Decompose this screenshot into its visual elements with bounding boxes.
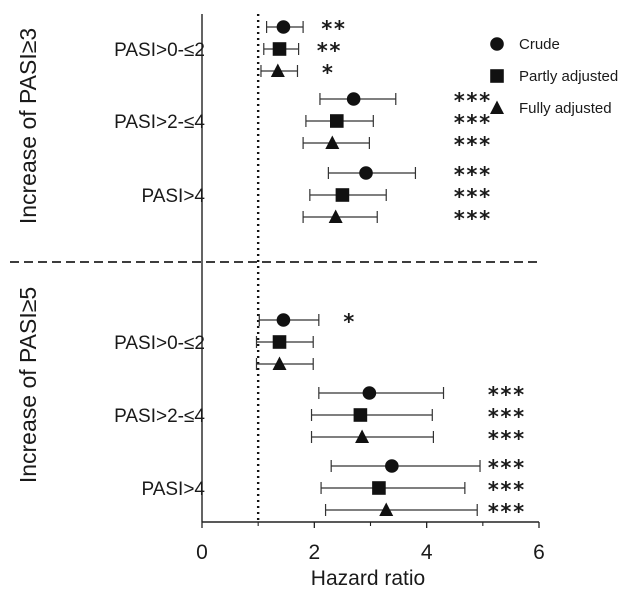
category-label: PASI>0-≤2 bbox=[114, 40, 205, 61]
significance-stars: *** bbox=[487, 456, 525, 480]
significance-stars: * bbox=[321, 61, 334, 85]
significance-stars: *** bbox=[453, 111, 491, 135]
plot-frame: 0 2 4 6 bbox=[10, 14, 545, 564]
point-estimate bbox=[335, 188, 350, 202]
x-tick-label: 6 bbox=[533, 541, 545, 564]
legend-marker bbox=[490, 37, 504, 51]
group-label: Increase of PASI≥5 bbox=[15, 287, 41, 483]
point-estimate bbox=[328, 209, 343, 223]
point-estimate bbox=[353, 408, 368, 422]
point-estimate bbox=[276, 20, 291, 34]
point-estimate bbox=[270, 63, 285, 77]
significance-stars: *** bbox=[487, 478, 525, 502]
point-estimate bbox=[272, 42, 287, 56]
point-estimate bbox=[276, 313, 291, 327]
significance-stars: ** bbox=[316, 39, 341, 63]
legend-label: Crude bbox=[519, 36, 560, 53]
point-estimate bbox=[346, 92, 361, 106]
point-estimate bbox=[330, 114, 344, 128]
point-estimate bbox=[379, 502, 394, 516]
legend-label: Fully adjusted bbox=[519, 100, 612, 117]
forest-marks: PASI>0-≤2*****PASI>2-≤4*********PASI>4**… bbox=[114, 17, 525, 524]
point-estimate bbox=[362, 386, 377, 400]
category-label: PASI>2-≤4 bbox=[114, 406, 205, 427]
point-estimate bbox=[355, 429, 370, 443]
legend-marker bbox=[490, 100, 504, 114]
significance-stars: *** bbox=[487, 500, 525, 524]
legend-label: Partly adjusted bbox=[519, 68, 618, 85]
point-estimate bbox=[372, 481, 386, 495]
significance-stars: ** bbox=[320, 17, 345, 41]
significance-stars: * bbox=[342, 310, 355, 334]
category-label: PASI>0-≤2 bbox=[114, 333, 205, 354]
point-estimate bbox=[325, 135, 340, 149]
point-estimate bbox=[272, 335, 287, 349]
x-tick-label: 2 bbox=[308, 541, 320, 564]
significance-stars: *** bbox=[453, 89, 491, 113]
significance-stars: *** bbox=[487, 427, 525, 451]
category-label: PASI>4 bbox=[141, 186, 205, 207]
category-label: PASI>2-≤4 bbox=[114, 112, 205, 133]
group-labels: Increase of PASI≥3 Increase of PASI≥5 bbox=[15, 28, 41, 483]
point-estimate bbox=[359, 166, 373, 180]
significance-stars: *** bbox=[453, 133, 491, 157]
significance-stars: *** bbox=[453, 163, 491, 187]
legend-marker bbox=[490, 69, 504, 83]
point-estimate bbox=[385, 459, 399, 473]
significance-stars: *** bbox=[487, 383, 525, 407]
x-tick-label: 0 bbox=[196, 541, 208, 564]
significance-stars: *** bbox=[453, 185, 491, 209]
significance-stars: *** bbox=[487, 405, 525, 429]
group-label: Increase of PASI≥3 bbox=[15, 28, 41, 224]
point-estimate bbox=[272, 356, 287, 370]
legend: Crude Partly adjusted Fully adjusted bbox=[490, 36, 618, 117]
x-tick-label: 4 bbox=[421, 541, 433, 564]
category-label: PASI>4 bbox=[141, 479, 205, 500]
x-axis-title: Hazard ratio bbox=[311, 567, 425, 590]
significance-stars: *** bbox=[453, 207, 491, 231]
